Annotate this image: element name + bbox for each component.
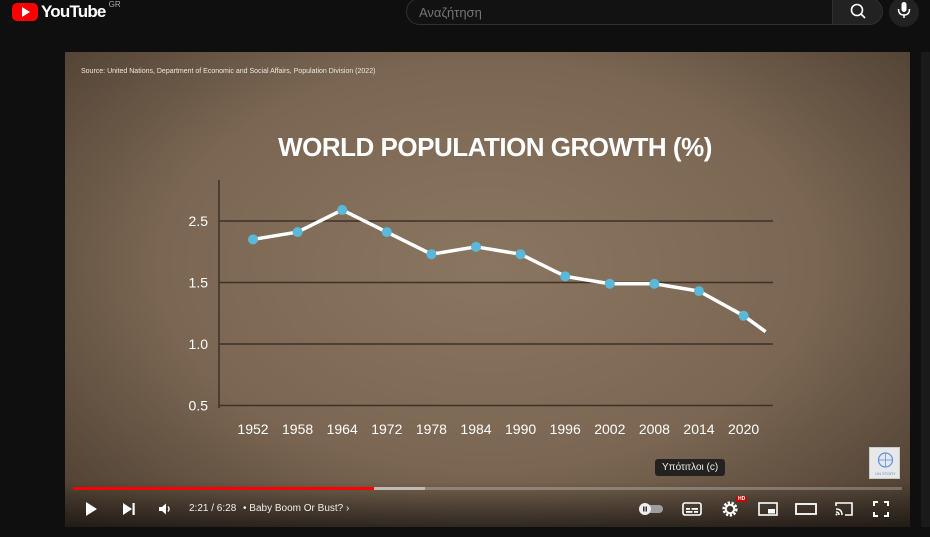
population-growth-chart: WORLD POPULATION GROWTH (%) 0.5 1.0 1.5 2.5…: [189, 132, 773, 437]
progress-played: [73, 487, 375, 490]
x-tick-label: 1972: [371, 421, 402, 437]
x-tick-label: 1952: [237, 421, 268, 437]
y-tick-label: 1.5: [189, 275, 209, 291]
next-icon: [123, 503, 135, 515]
play-icon: [86, 502, 97, 516]
x-tick-label: 1990: [505, 421, 536, 437]
data-point: [604, 278, 615, 289]
volume-icon: [159, 503, 170, 515]
x-tick-label: 2020: [728, 421, 759, 437]
subtitles-tooltip: Υπότιτλοι (c): [655, 459, 726, 476]
subtitles-icon: [682, 502, 702, 516]
search-box: [406, 0, 833, 25]
data-point: [738, 310, 749, 321]
y-tick-label: 2.5: [189, 213, 209, 229]
subtitles-button[interactable]: [680, 497, 704, 521]
y-tick-label: 1.0: [189, 336, 209, 352]
x-tick-label: 1996: [550, 421, 581, 437]
theater-mode-button[interactable]: [794, 497, 818, 521]
masthead: YouTube GR: [0, 0, 930, 38]
chapter-separator: •: [243, 503, 247, 514]
x-tick-label: 1964: [327, 421, 358, 437]
un-story-logo[interactable]: UN STORY: [869, 447, 900, 479]
chevron-right-icon: ›: [346, 503, 350, 514]
next-button[interactable]: [117, 497, 141, 521]
search-button[interactable]: [832, 0, 883, 25]
play-button[interactable]: [79, 497, 103, 521]
youtube-play-logo-icon: [12, 3, 38, 21]
mute-button[interactable]: [153, 497, 177, 521]
fullscreen-icon: [873, 501, 889, 517]
data-point: [560, 271, 571, 282]
data-point: [292, 227, 303, 238]
page-edge: [921, 52, 930, 527]
x-tick-label: 1958: [282, 421, 313, 437]
data-point: [649, 278, 660, 289]
data-point: [515, 249, 526, 260]
miniplayer-icon: [758, 502, 778, 516]
miniplayer-button[interactable]: [756, 497, 780, 521]
x-tick-label: 1978: [416, 421, 447, 437]
gear-icon: [722, 501, 738, 517]
search-input[interactable]: [419, 3, 819, 21]
voice-search-button[interactable]: [889, 0, 919, 27]
chart-source-text: Source: United Nations, Department of Ec…: [81, 68, 376, 75]
hd-badge: HD: [736, 496, 748, 502]
chapter-button[interactable]: • Baby Boom Or Bust? ›: [243, 503, 349, 514]
x-tick-label: 2002: [594, 421, 625, 437]
autoplay-toggle-icon: [639, 503, 663, 515]
y-tick-label: 0.5: [189, 398, 209, 414]
data-point: [381, 227, 392, 238]
video-player[interactable]: Source: United Nations, Department of Ec…: [65, 52, 910, 527]
data-point: [248, 234, 258, 245]
svg-text:UN STORY: UN STORY: [875, 471, 896, 476]
chart-title: WORLD POPULATION GROWTH (%): [278, 132, 712, 162]
x-tick-label: 2014: [683, 421, 714, 437]
x-tick-label: 1984: [460, 421, 491, 437]
fullscreen-button[interactable]: [869, 497, 893, 521]
x-tick-label: 2008: [639, 421, 670, 437]
video-frame: [65, 52, 910, 527]
time-display: 2:21 / 6:28: [189, 503, 237, 514]
autoplay-toggle[interactable]: [636, 497, 666, 521]
theater-mode-icon: [795, 503, 817, 515]
mic-icon: [897, 2, 911, 18]
data-point: [337, 204, 348, 215]
un-emblem-icon: UN STORY: [875, 452, 896, 476]
country-code: GR: [108, 0, 121, 9]
data-point: [426, 249, 437, 260]
settings-button[interactable]: [718, 497, 742, 521]
search-icon: [850, 3, 866, 19]
series-line: [252, 208, 767, 334]
chapter-title: Baby Boom Or Bust?: [249, 503, 344, 514]
data-point: [471, 241, 481, 252]
player-controls: 2:21 / 6:28 • Baby Boom Or Bust? ›: [65, 482, 910, 527]
logo-text: YouTube: [41, 2, 106, 21]
youtube-logo[interactable]: YouTube GR: [12, 0, 121, 22]
cast-icon: [835, 502, 853, 516]
data-point: [694, 286, 704, 297]
progress-bar[interactable]: [73, 487, 902, 490]
cast-button[interactable]: [832, 497, 856, 521]
